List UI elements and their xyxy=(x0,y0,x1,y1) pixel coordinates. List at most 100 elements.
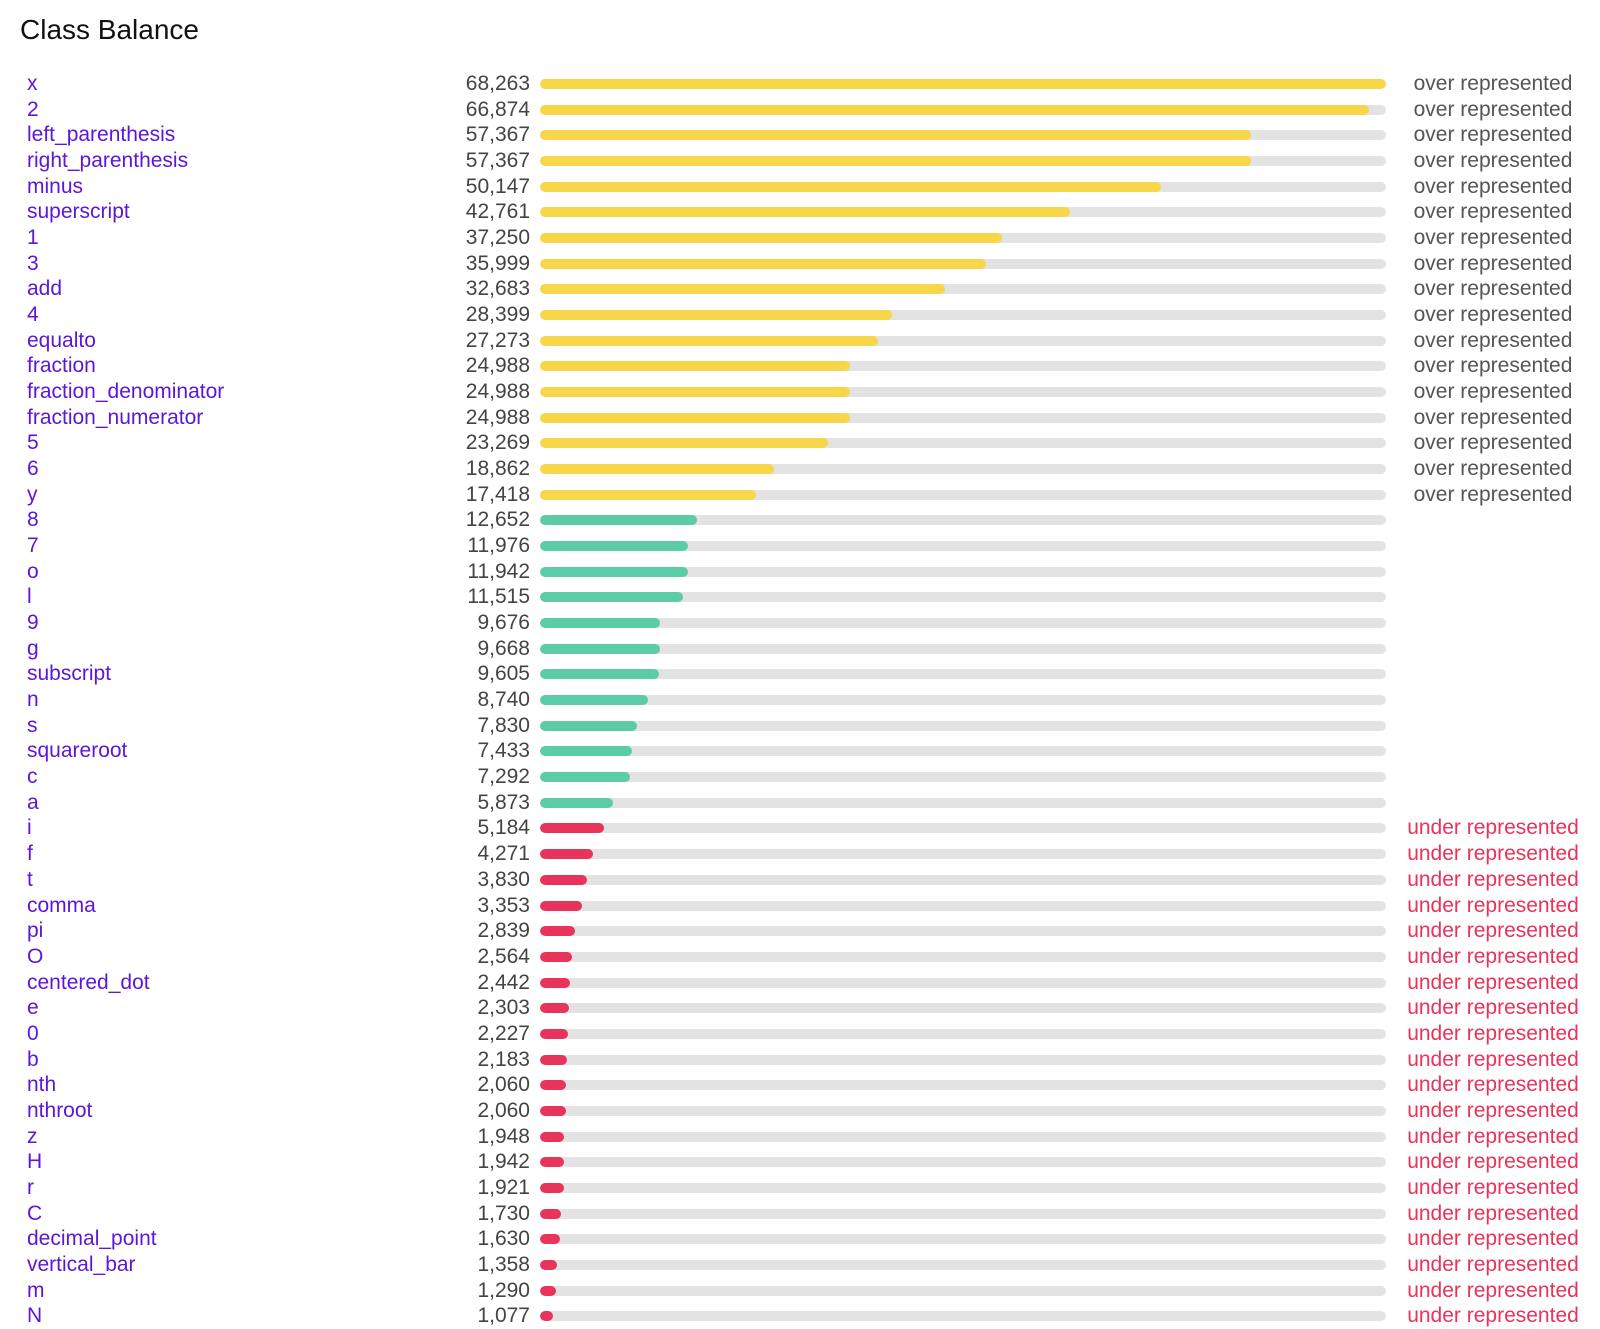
class-label-link[interactable]: O xyxy=(27,944,44,968)
class-row: decimal_point 1,630 under represented xyxy=(0,1226,1600,1252)
class-count: 2,564 xyxy=(477,944,530,968)
class-row: C 1,730 under represented xyxy=(0,1201,1600,1227)
bar-track xyxy=(540,361,1386,372)
representation-status: under represented xyxy=(1407,1304,1579,1328)
representation-status: over represented xyxy=(1413,123,1573,147)
class-row: fraction 24,988 over represented xyxy=(0,353,1600,379)
class-count: 1,077 xyxy=(477,1304,530,1328)
bar-track xyxy=(540,207,1386,218)
class-count: 24,988 xyxy=(465,354,530,378)
class-label-link[interactable]: o xyxy=(27,559,39,583)
class-label-link[interactable]: 4 xyxy=(27,303,39,327)
class-label-link[interactable]: s xyxy=(27,713,38,737)
representation-status: under represented xyxy=(1407,1124,1579,1148)
bar-track xyxy=(540,335,1386,346)
representation-status: under represented xyxy=(1407,842,1579,866)
class-label-link[interactable]: l xyxy=(27,585,32,609)
class-label-link[interactable]: z xyxy=(27,1124,38,1148)
class-label-link[interactable]: 7 xyxy=(27,534,39,558)
bar-track xyxy=(540,1054,1386,1065)
class-count: 9,605 xyxy=(477,662,530,686)
bar-track xyxy=(540,1131,1386,1142)
class-row: y 17,418 over represented xyxy=(0,482,1600,508)
bar-track xyxy=(540,438,1386,449)
class-row: b 2,183 under represented xyxy=(0,1047,1600,1073)
class-label-link[interactable]: fraction_denominator xyxy=(27,380,225,404)
class-label-link[interactable]: vertical_bar xyxy=(27,1252,136,1276)
class-label-link[interactable]: b xyxy=(27,1047,39,1071)
class-label-link[interactable]: r xyxy=(27,1175,34,1199)
bar-track xyxy=(540,387,1386,398)
bar-fill xyxy=(540,284,946,295)
class-row: 3 35,999 over represented xyxy=(0,251,1600,277)
class-row: i 5,184 under represented xyxy=(0,815,1600,841)
bar-track xyxy=(540,669,1386,680)
class-label-link[interactable]: H xyxy=(27,1150,43,1174)
representation-status: over represented xyxy=(1413,149,1573,173)
class-label-link[interactable]: comma xyxy=(27,893,96,917)
class-label-link[interactable]: subscript xyxy=(27,662,112,686)
class-label-link[interactable]: nthroot xyxy=(27,1098,93,1122)
class-label-link[interactable]: e xyxy=(27,996,39,1020)
class-label-link[interactable]: minus xyxy=(27,174,84,198)
class-label-link[interactable]: i xyxy=(27,816,32,840)
class-row: subscript 9,605 xyxy=(0,661,1600,687)
bar-fill xyxy=(540,1208,562,1219)
bar-fill xyxy=(540,541,689,552)
bar-track xyxy=(540,926,1386,937)
class-label-link[interactable]: 9 xyxy=(27,611,39,635)
class-row: z 1,948 under represented xyxy=(0,1124,1600,1150)
class-label-link[interactable]: x xyxy=(27,72,38,95)
class-label-link[interactable]: 6 xyxy=(27,457,39,481)
class-row: f 4,271 under represented xyxy=(0,841,1600,867)
class-label-link[interactable]: 1 xyxy=(27,226,39,250)
class-row: N 1,077 under represented xyxy=(0,1303,1600,1329)
class-label-link[interactable]: add xyxy=(27,277,63,301)
bar-fill xyxy=(540,618,660,629)
class-label-link[interactable]: f xyxy=(27,842,33,866)
class-count: 23,269 xyxy=(465,431,530,455)
bar-fill xyxy=(540,566,688,577)
class-label-link[interactable]: nth xyxy=(27,1073,57,1097)
class-label-link[interactable]: equalto xyxy=(27,328,96,352)
class-label-link[interactable]: 8 xyxy=(27,508,39,532)
class-count: 9,676 xyxy=(477,611,530,635)
class-count: 1,358 xyxy=(477,1252,530,1276)
class-label-link[interactable]: decimal_point xyxy=(27,1227,157,1251)
class-label-link[interactable]: y xyxy=(27,482,38,506)
representation-status: under represented xyxy=(1407,919,1579,943)
class-label-link[interactable]: fraction_numerator xyxy=(27,405,204,429)
bar-track xyxy=(540,1311,1386,1322)
bar-track xyxy=(540,618,1386,629)
class-count: 1,730 xyxy=(477,1201,530,1225)
bar-fill xyxy=(540,335,878,346)
class-label-link[interactable]: t xyxy=(27,867,33,891)
bar-fill xyxy=(540,310,892,321)
class-label-link[interactable]: g xyxy=(27,636,39,660)
class-row: 4 28,399 over represented xyxy=(0,302,1600,328)
class-label-link[interactable]: C xyxy=(27,1201,43,1225)
class-label-link[interactable]: centered_dot xyxy=(27,970,150,994)
class-label-link[interactable]: pi xyxy=(27,919,44,943)
bar-fill xyxy=(540,977,571,988)
class-label-link[interactable]: c xyxy=(27,765,38,789)
class-label-link[interactable]: superscript xyxy=(27,200,130,224)
class-label-link[interactable]: 0 xyxy=(27,1021,39,1045)
class-label-link[interactable]: n xyxy=(27,688,39,712)
class-label-link[interactable]: N xyxy=(27,1304,43,1328)
bar-fill xyxy=(540,104,1369,115)
bar-track xyxy=(540,1208,1386,1219)
class-label-link[interactable]: right_parenthesis xyxy=(27,149,189,173)
class-label-link[interactable]: 2 xyxy=(27,97,39,121)
class-label-link[interactable]: 5 xyxy=(27,431,39,455)
bar-track xyxy=(540,1105,1386,1116)
class-label-link[interactable]: m xyxy=(27,1278,45,1302)
class-count: 27,273 xyxy=(465,328,530,352)
class-label-link[interactable]: squareroot xyxy=(27,739,128,763)
class-label-link[interactable]: a xyxy=(27,790,39,814)
class-label-link[interactable]: fraction xyxy=(27,354,96,378)
class-count: 5,873 xyxy=(477,790,530,814)
bar-track xyxy=(540,156,1386,167)
class-label-link[interactable]: left_parenthesis xyxy=(27,123,176,147)
class-label-link[interactable]: 3 xyxy=(27,251,39,275)
